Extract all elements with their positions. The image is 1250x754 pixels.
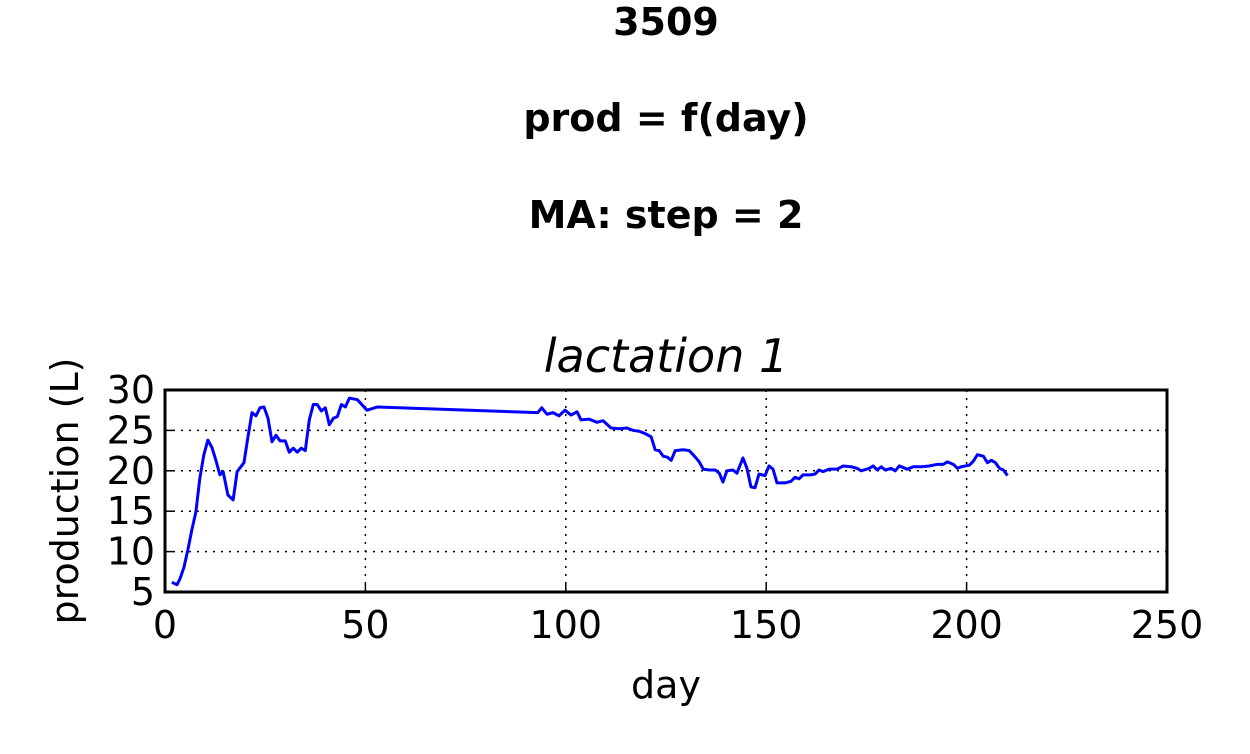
data-line: [171, 396, 1009, 587]
y-tick-label: 20: [107, 449, 155, 493]
suptitle: prod = f(day): [523, 96, 808, 140]
plot-title: lactation 1: [544, 329, 789, 383]
suptitle: MA: step = 2: [529, 193, 804, 237]
x-tick-label: 150: [730, 603, 803, 647]
x-axis-label: day: [631, 663, 701, 707]
x-tick-label: 250: [1131, 603, 1204, 647]
y-tick-label: 15: [107, 489, 155, 533]
x-tick-label: 0: [153, 603, 177, 647]
x-tick-label: 100: [530, 603, 603, 647]
y-axis-label: production (L): [43, 358, 87, 625]
x-tick-label: 200: [930, 603, 1003, 647]
y-tick-label: 5: [131, 570, 155, 614]
y-tick-label: 25: [107, 408, 155, 452]
x-tick-label: 50: [341, 603, 389, 647]
plot-frame: [163, 388, 1169, 594]
y-tick-label: 10: [107, 530, 155, 574]
suptitle: 3509: [613, 0, 719, 44]
y-tick-label: 30: [107, 368, 155, 412]
